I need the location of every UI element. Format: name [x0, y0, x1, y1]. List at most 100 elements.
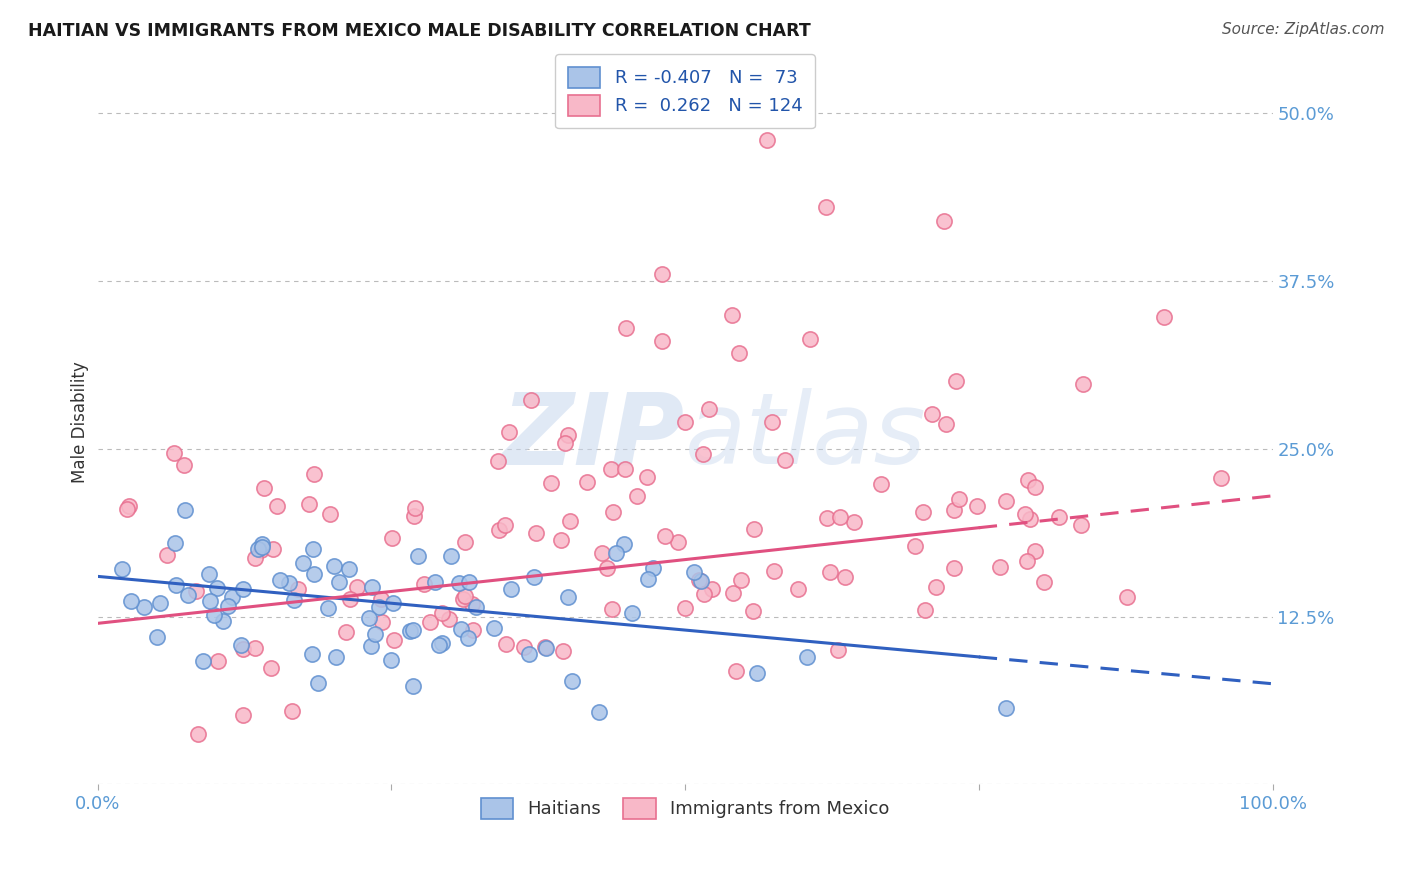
Point	[921, 407, 943, 421]
Point	[149, 596, 172, 610]
Point	[319, 507, 342, 521]
Point	[693, 587, 716, 601]
Point	[558, 514, 581, 528]
Point	[904, 539, 927, 553]
Point	[367, 600, 389, 615]
Point	[523, 570, 546, 584]
Point	[461, 597, 484, 611]
Point	[232, 642, 254, 657]
Point	[697, 401, 720, 416]
Point	[651, 268, 673, 282]
Point	[229, 638, 252, 652]
Point	[269, 573, 291, 587]
Point	[465, 599, 488, 614]
Point	[869, 476, 891, 491]
Point	[111, 562, 134, 576]
Point	[690, 574, 713, 589]
Point	[943, 561, 966, 575]
Point	[1024, 480, 1046, 494]
Point	[156, 549, 179, 563]
Point	[419, 615, 441, 629]
Point	[966, 499, 988, 513]
Point	[1024, 543, 1046, 558]
Point	[454, 535, 477, 549]
Point	[287, 582, 309, 596]
Point	[830, 509, 852, 524]
Point	[280, 704, 302, 718]
Text: ZIP: ZIP	[502, 388, 685, 485]
Point	[382, 596, 405, 610]
Point	[427, 638, 450, 652]
Point	[361, 580, 384, 594]
Point	[773, 452, 796, 467]
Point	[787, 582, 810, 596]
Point	[177, 588, 200, 602]
Point	[163, 446, 186, 460]
Point	[432, 636, 454, 650]
Point	[250, 537, 273, 551]
Point	[912, 505, 935, 519]
Point	[302, 567, 325, 582]
Point	[818, 565, 841, 579]
Point	[540, 475, 562, 490]
Point	[641, 560, 664, 574]
Point	[173, 502, 195, 516]
Point	[636, 470, 658, 484]
Point	[360, 640, 382, 654]
Point	[724, 664, 747, 678]
Point	[914, 603, 936, 617]
Point	[613, 537, 636, 551]
Point	[283, 593, 305, 607]
Point	[337, 561, 360, 575]
Point	[404, 508, 426, 523]
Point	[551, 644, 574, 658]
Point	[728, 346, 751, 360]
Point	[364, 627, 387, 641]
Point	[815, 510, 838, 524]
Point	[298, 497, 321, 511]
Point	[198, 593, 221, 607]
Point	[600, 462, 623, 476]
Point	[1116, 590, 1139, 604]
Point	[260, 661, 283, 675]
Point	[322, 558, 344, 573]
Point	[520, 392, 543, 407]
Point	[118, 500, 141, 514]
Point	[357, 611, 380, 625]
Point	[683, 565, 706, 579]
Point	[193, 654, 215, 668]
Point	[1070, 518, 1092, 533]
Point	[637, 572, 659, 586]
Point	[184, 583, 207, 598]
Point	[536, 641, 558, 656]
Point	[501, 582, 523, 596]
Point	[932, 213, 955, 227]
Point	[325, 650, 347, 665]
Point	[605, 546, 627, 560]
Point	[132, 600, 155, 615]
Point	[948, 491, 970, 506]
Point	[534, 640, 557, 654]
Point	[488, 523, 510, 537]
Point	[688, 573, 710, 587]
Point	[266, 499, 288, 513]
Point	[745, 666, 768, 681]
Point	[1017, 554, 1039, 568]
Point	[494, 518, 516, 533]
Point	[380, 653, 402, 667]
Point	[512, 640, 534, 654]
Point	[1047, 510, 1070, 524]
Point	[730, 573, 752, 587]
Point	[250, 543, 273, 558]
Point	[262, 541, 284, 556]
Point	[591, 546, 613, 560]
Point	[301, 541, 323, 556]
Point	[945, 375, 967, 389]
Point	[404, 501, 426, 516]
Point	[221, 591, 243, 605]
Point	[723, 586, 745, 600]
Point	[692, 446, 714, 460]
Point	[756, 133, 779, 147]
Point	[413, 577, 436, 591]
Point	[173, 458, 195, 472]
